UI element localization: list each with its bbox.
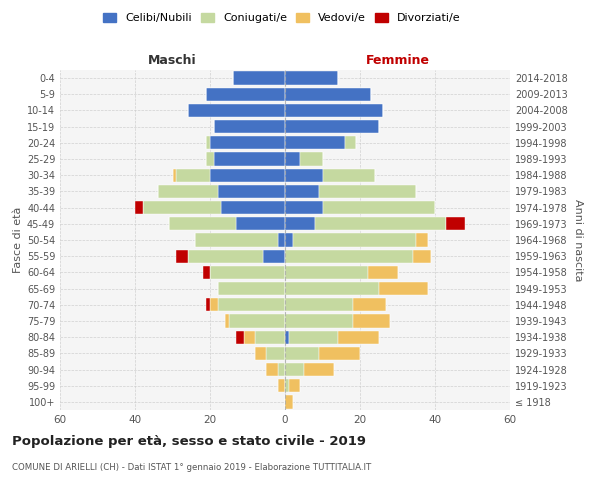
Bar bbox=[218, 185, 285, 198]
Bar bbox=[300, 152, 323, 166]
Bar bbox=[285, 217, 315, 230]
Bar bbox=[187, 104, 285, 117]
Bar bbox=[285, 379, 289, 392]
Bar bbox=[218, 298, 285, 312]
Text: Maschi: Maschi bbox=[148, 54, 197, 67]
Bar bbox=[206, 152, 214, 166]
Bar bbox=[143, 201, 221, 214]
Bar bbox=[203, 266, 210, 279]
Bar bbox=[277, 234, 285, 246]
Bar bbox=[169, 217, 236, 230]
Bar bbox=[210, 136, 285, 149]
Y-axis label: Fasce di età: Fasce di età bbox=[13, 207, 23, 273]
Bar bbox=[218, 282, 285, 295]
Text: Femmine: Femmine bbox=[365, 54, 430, 67]
Bar bbox=[263, 250, 285, 263]
Bar bbox=[319, 346, 360, 360]
Text: Popolazione per età, sesso e stato civile - 2019: Popolazione per età, sesso e stato civil… bbox=[12, 435, 366, 448]
Bar bbox=[255, 346, 266, 360]
Bar bbox=[285, 234, 293, 246]
Bar bbox=[319, 185, 416, 198]
Bar bbox=[206, 298, 210, 312]
Bar bbox=[323, 168, 375, 182]
Bar bbox=[214, 120, 285, 134]
Bar bbox=[285, 152, 300, 166]
Bar bbox=[293, 234, 416, 246]
Bar bbox=[255, 330, 285, 344]
Bar bbox=[233, 72, 285, 85]
Bar bbox=[195, 234, 277, 246]
Bar bbox=[446, 217, 465, 230]
Bar bbox=[323, 201, 435, 214]
Bar bbox=[285, 185, 319, 198]
Bar bbox=[379, 282, 427, 295]
Text: COMUNE DI ARIELLI (CH) - Dati ISTAT 1° gennaio 2019 - Elaborazione TUTTITALIA.IT: COMUNE DI ARIELLI (CH) - Dati ISTAT 1° g… bbox=[12, 462, 371, 471]
Bar bbox=[353, 298, 386, 312]
Bar bbox=[210, 266, 285, 279]
Bar bbox=[345, 136, 356, 149]
Bar bbox=[285, 298, 353, 312]
Bar bbox=[236, 330, 244, 344]
Bar bbox=[337, 330, 379, 344]
Bar bbox=[315, 217, 446, 230]
Bar bbox=[244, 330, 255, 344]
Bar bbox=[285, 363, 304, 376]
Bar bbox=[353, 314, 390, 328]
Bar bbox=[266, 363, 277, 376]
Bar bbox=[206, 88, 285, 101]
Bar bbox=[285, 136, 345, 149]
Bar bbox=[277, 379, 285, 392]
Bar bbox=[210, 298, 218, 312]
Bar bbox=[176, 250, 187, 263]
Legend: Celibi/Nubili, Coniugati/e, Vedovi/e, Divorziati/e: Celibi/Nubili, Coniugati/e, Vedovi/e, Di… bbox=[99, 8, 465, 28]
Bar bbox=[285, 282, 379, 295]
Bar bbox=[285, 346, 319, 360]
Bar bbox=[277, 363, 285, 376]
Bar bbox=[210, 168, 285, 182]
Bar bbox=[285, 250, 413, 263]
Bar bbox=[176, 168, 210, 182]
Bar bbox=[367, 266, 398, 279]
Bar bbox=[416, 234, 427, 246]
Bar bbox=[285, 168, 323, 182]
Bar bbox=[225, 314, 229, 328]
Bar bbox=[285, 201, 323, 214]
Bar bbox=[173, 168, 176, 182]
Bar bbox=[206, 136, 210, 149]
Bar bbox=[135, 201, 143, 214]
Bar bbox=[289, 379, 300, 392]
Bar bbox=[285, 104, 383, 117]
Bar bbox=[221, 201, 285, 214]
Y-axis label: Anni di nascita: Anni di nascita bbox=[573, 198, 583, 281]
Bar bbox=[285, 72, 337, 85]
Bar bbox=[285, 330, 289, 344]
Bar bbox=[285, 120, 379, 134]
Bar bbox=[214, 152, 285, 166]
Bar bbox=[187, 250, 263, 263]
Bar bbox=[304, 363, 334, 376]
Bar bbox=[285, 266, 367, 279]
Bar bbox=[266, 346, 285, 360]
Bar bbox=[236, 217, 285, 230]
Bar bbox=[289, 330, 337, 344]
Bar bbox=[285, 88, 371, 101]
Bar bbox=[285, 396, 293, 408]
Bar bbox=[285, 314, 353, 328]
Bar bbox=[413, 250, 431, 263]
Bar bbox=[229, 314, 285, 328]
Bar bbox=[157, 185, 218, 198]
